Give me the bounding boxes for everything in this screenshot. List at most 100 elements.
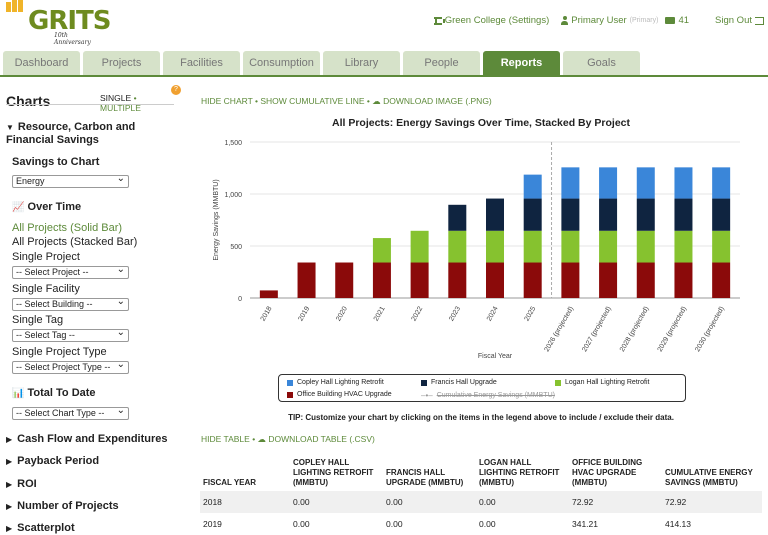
download-table-link[interactable]: DOWNLOAD TABLE (.CSV) (268, 434, 375, 444)
table-cell: 72.92 (665, 497, 687, 507)
top-nav: Green College (Settings) Primary User (P… (433, 15, 764, 26)
help-badge[interactable]: ? (171, 85, 181, 95)
legend-swatch (287, 391, 293, 398)
y-tick-label: 0 (238, 296, 242, 303)
bar-segment (674, 167, 693, 199)
table-cell: 2019 (203, 519, 222, 529)
x-tick-label: 2029 (projected) (657, 306, 689, 354)
table-cell: 0.00 (386, 497, 403, 507)
chart-type-select[interactable]: -- Select Chart Type -- (12, 405, 129, 420)
x-axis-label: Fiscal Year (478, 353, 513, 360)
bar-chart-icon: 📊 (12, 388, 25, 399)
logo-tagline: 10th Anniversary (54, 32, 91, 46)
legend-copley[interactable]: Copley Hall Lighting Retrofit (287, 379, 384, 386)
bar-segment (712, 230, 731, 263)
legend-office[interactable]: Office Building HVAC Upgrade (287, 391, 392, 398)
bar-segment (259, 290, 278, 298)
chart-legend: Copley Hall Lighting Retrofit Francis Ha… (278, 374, 686, 402)
bar-segment (636, 230, 655, 263)
tag-select[interactable]: -- Select Tag -- (12, 327, 129, 342)
table-header-cell[interactable]: OFFICE BUILDING HVAC UPGRADE (MMBTU) (572, 458, 643, 487)
bar-segment (486, 262, 504, 298)
table-cell: 0.00 (293, 519, 310, 529)
project-select[interactable]: -- Select Project -- (12, 264, 129, 279)
user-icon (561, 16, 569, 25)
toggle-single[interactable]: SINGLE (100, 93, 132, 103)
tab-projects[interactable]: Projects (83, 51, 160, 75)
tab-library[interactable]: Library (323, 51, 400, 75)
x-tick-label: 2019 (297, 305, 311, 322)
project-type-select[interactable]: -- Select Project Type -- (12, 359, 129, 374)
sign-out-link[interactable]: Sign Out (715, 15, 764, 26)
section-resource-carbon[interactable]: Resource, Carbon and Financial Savings (6, 121, 176, 147)
savings-table: FISCAL YEAR COPLEY HALL LIGHTING RETROFIT… (200, 458, 762, 535)
toggle-multiple[interactable]: MULTIPLE (100, 103, 141, 113)
bar-segment (561, 198, 580, 231)
show-cumulative-link[interactable]: SHOW CUMULATIVE LINE (260, 96, 365, 106)
section-roi[interactable]: ROI (6, 478, 37, 490)
tab-reports[interactable]: Reports (483, 51, 560, 75)
org-settings-link[interactable]: Green College (Settings) (433, 15, 549, 26)
bar-segment (486, 198, 504, 231)
table-header-cell[interactable]: FISCAL YEAR (203, 478, 257, 487)
legend-francis[interactable]: Francis Hall Upgrade (421, 379, 497, 386)
all-projects-stacked-link[interactable]: All Projects (Stacked Bar) (12, 236, 138, 248)
table-cell: 0.00 (479, 519, 496, 529)
table-header-cell[interactable]: FRANCIS HALL UPGRADE (MMBTU) (386, 468, 464, 487)
bar-segment (636, 167, 655, 199)
table-header-cell[interactable]: COPLEY HALL LIGHTING RETROFIT (MMBTU) (293, 458, 374, 487)
x-tick-label: 2022 (410, 305, 424, 322)
savings-select[interactable]: Energy (12, 173, 129, 188)
section-cash-flow[interactable]: Cash Flow and Expenditures (6, 433, 167, 445)
download-image-link[interactable]: DOWNLOAD IMAGE (.PNG) (383, 96, 492, 106)
table-header-cell[interactable]: CUMULATIVE ENERGY SAVINGS (MMBTU) (665, 468, 753, 487)
legend-swatch (421, 379, 427, 386)
x-tick-label: 2030 (projected) (694, 306, 726, 354)
bar-segment (674, 262, 693, 298)
x-tick-label: 2026 (projected) (544, 306, 576, 354)
over-time-heading: 📈 Over Time (12, 201, 82, 213)
bar-segment (599, 198, 618, 231)
legend-line-swatch: –•– (421, 391, 433, 400)
all-projects-solid-link[interactable]: All Projects (Solid Bar) (12, 222, 123, 234)
bar-segment (372, 262, 391, 298)
hide-table-link[interactable]: HIDE TABLE (201, 434, 250, 444)
y-tick-label: 500 (230, 244, 242, 251)
bar-segment (599, 262, 618, 298)
legend-cumulative[interactable]: –•– Cumulative Energy Savings (MMBTU) (421, 391, 555, 400)
savings-to-chart-label: Savings to Chart (12, 156, 100, 168)
bar-segment (561, 167, 580, 199)
table-header-cell[interactable]: LOGAN HALL LIGHTING RETROFIT (MMBTU) (479, 458, 560, 487)
tab-people[interactable]: People (403, 51, 480, 75)
sidebar-divider (6, 104, 174, 105)
tab-facilities[interactable]: Facilities (163, 51, 240, 75)
user-link[interactable]: Primary User (Primary) 41 (561, 15, 689, 26)
section-scatterplot[interactable]: Scatterplot (6, 522, 74, 534)
tab-consumption[interactable]: Consumption (243, 51, 320, 75)
x-tick-label: 2018 (260, 305, 274, 322)
bar-segment (448, 230, 467, 263)
main-tabs: Dashboard Projects Facilities Consumption Li… (3, 51, 640, 75)
tab-dashboard[interactable]: Dashboard (3, 51, 80, 75)
single-project-label: Single Project (12, 251, 80, 263)
bar-segment (410, 230, 429, 263)
tab-goals[interactable]: Goals (563, 51, 640, 75)
building-select[interactable]: -- Select Building -- (12, 296, 129, 311)
section-payback[interactable]: Payback Period (6, 455, 99, 467)
x-tick-label: 2021 (373, 305, 387, 322)
bar-segment (599, 230, 618, 263)
table-cell: 0.00 (386, 519, 403, 529)
bar-segment (561, 262, 580, 298)
bar-segment (674, 230, 693, 263)
grits-logo[interactable]: GRITS 10th Anniversary (6, 0, 111, 46)
x-tick-label: 2028 (projected) (619, 306, 651, 354)
single-project-type-label: Single Project Type (12, 346, 107, 358)
legend-logan[interactable]: Logan Hall Lighting Retrofit (555, 379, 649, 386)
section-num-projects[interactable]: Number of Projects (6, 500, 118, 512)
hide-chart-link[interactable]: HIDE CHART (201, 96, 253, 106)
line-chart-icon: 📈 (12, 202, 25, 213)
building-icon (433, 16, 445, 25)
x-tick-label: 2025 (524, 305, 538, 322)
sign-out-icon (755, 16, 764, 25)
x-tick-label: 2024 (486, 305, 500, 322)
